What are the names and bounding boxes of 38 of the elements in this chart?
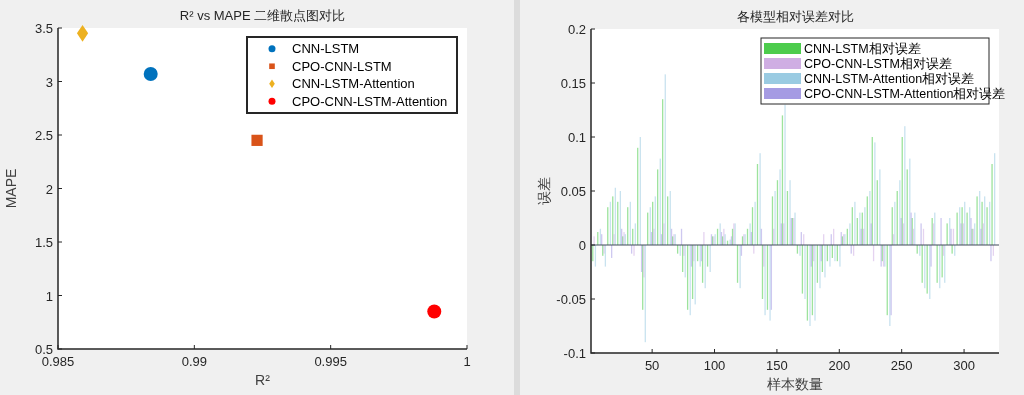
y-tick-label: 0.2 (567, 22, 586, 37)
x-tick-label: 0.995 (314, 354, 347, 369)
y-tick-label: -0.05 (556, 292, 586, 307)
legend-label: CNN-LSTM-Attention相对误差 (804, 72, 975, 86)
x-tick-label: 100 (703, 358, 726, 373)
y-tick-label: 3.5 (34, 21, 53, 36)
chart-title: 各模型相对误差对比 (736, 9, 854, 24)
legend-label: CNN-LSTM (292, 41, 360, 57)
y-tick-label: 3 (45, 74, 53, 90)
x-axis-title: 样本数量 (767, 376, 823, 392)
y-tick-label: 0 (578, 238, 586, 253)
chart-title: R² vs MAPE 二维散点图对比 (179, 8, 346, 23)
y-axis-title: 误差 (536, 177, 552, 205)
x-tick-label: 250 (890, 358, 913, 373)
y-axis-title: MAPE (3, 168, 19, 209)
x-tick-label: 1 (463, 354, 471, 369)
x-tick-label: 200 (828, 358, 851, 373)
y-tick-label: 2 (45, 181, 53, 197)
y-tick-label: 2.5 (34, 128, 53, 143)
legend-label: CNN-LSTM相对误差 (804, 42, 921, 56)
y-tick-label: -0.1 (563, 346, 586, 361)
y-tick-label: 0.05 (560, 184, 586, 199)
y-tick-label: 0.1 (567, 130, 586, 145)
legend-label: CPO-CNN-LSTM相对误差 (804, 57, 952, 71)
y-tick-label: 1 (45, 288, 53, 304)
legend-label: CNN-LSTM-Attention (292, 76, 415, 92)
legend-label: CPO-CNN-LSTM-Attention相对误差 (804, 87, 1006, 101)
y-tick-label: 1.5 (34, 235, 53, 250)
x-tick-label: 0.99 (181, 354, 207, 369)
x-tick-label: 50 (644, 358, 660, 373)
legend-label: CPO-CNN-LSTM (292, 58, 392, 74)
y-tick-label: 0.5 (34, 342, 53, 357)
y-tick-label: 0.15 (560, 76, 586, 91)
legend-label: CPO-CNN-LSTM-Attention (292, 93, 448, 109)
x-axis-title: R² (255, 372, 271, 388)
x-tick-label: 300 (953, 358, 975, 373)
x-tick-label: 0.985 (41, 354, 75, 369)
x-tick-label: 150 (766, 358, 788, 373)
